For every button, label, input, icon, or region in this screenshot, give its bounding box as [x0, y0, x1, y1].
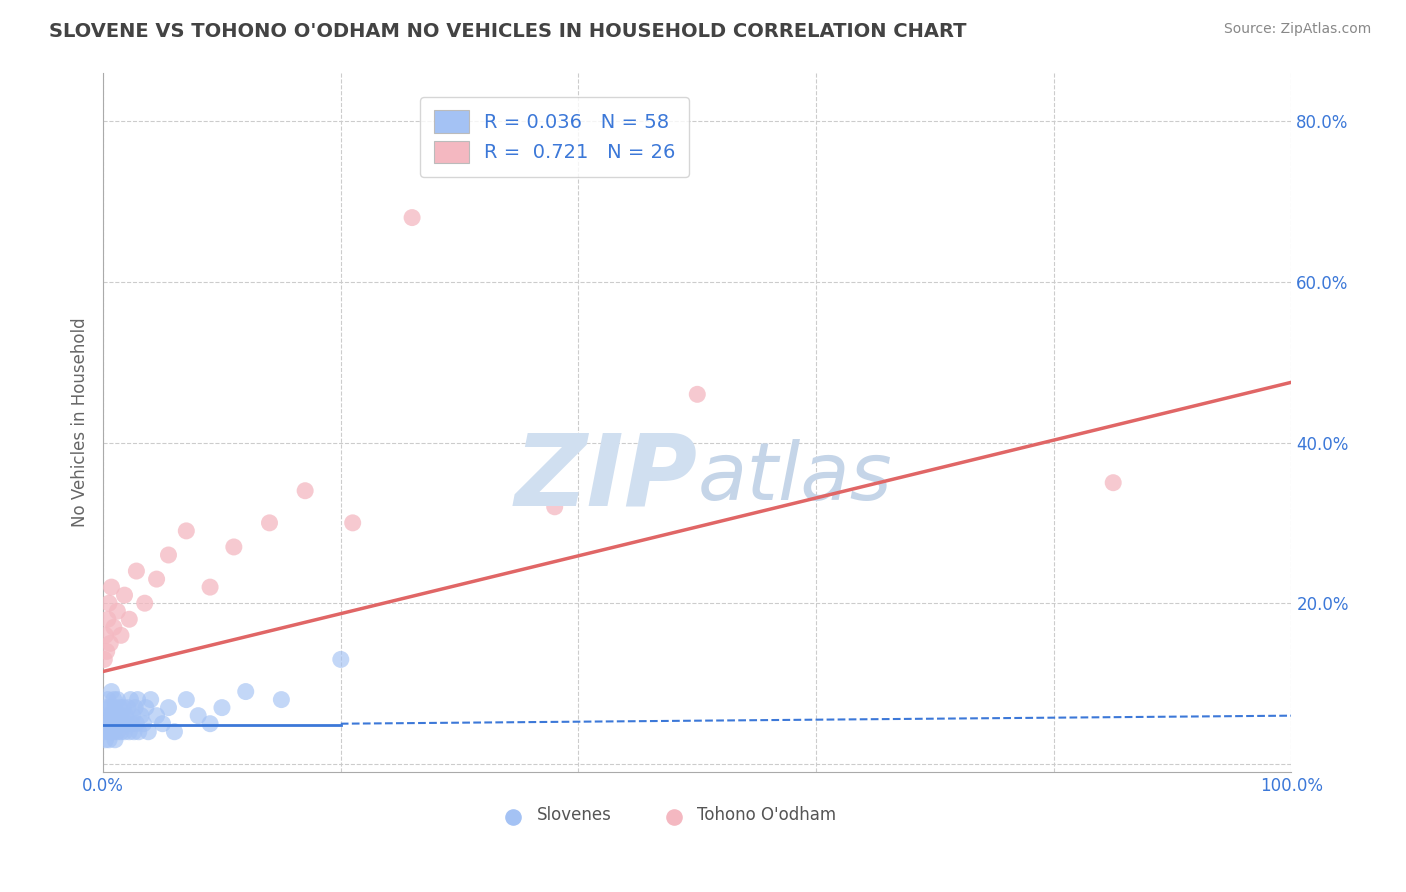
Point: [97, 692, 120, 706]
Point: [98, 636, 121, 650]
Point: [104, 732, 127, 747]
Point: [342, 516, 364, 530]
Point: [93, 724, 115, 739]
Point: [122, 724, 145, 739]
Point: [97, 724, 120, 739]
Point: [103, 692, 125, 706]
Point: [96, 700, 118, 714]
Point: [211, 700, 233, 714]
Point: [152, 716, 174, 731]
Point: [157, 700, 180, 714]
Point: [125, 716, 148, 731]
Point: [127, 692, 149, 706]
Point: [136, 724, 159, 739]
Point: [124, 700, 146, 714]
Point: [105, 708, 128, 723]
Point: [121, 716, 143, 731]
Text: Slovenes: Slovenes: [537, 806, 612, 824]
Point: [96, 716, 118, 731]
Point: [187, 708, 209, 723]
Point: [686, 387, 709, 401]
Point: [105, 724, 128, 739]
Text: Tohono O'odham: Tohono O'odham: [697, 806, 837, 824]
Point: [115, 716, 138, 731]
Point: [135, 700, 157, 714]
Point: [103, 620, 125, 634]
Point: [129, 708, 152, 723]
Point: [157, 548, 180, 562]
Point: [101, 716, 124, 731]
Point: [100, 724, 122, 739]
Point: [103, 724, 125, 739]
Point: [132, 716, 155, 731]
Y-axis label: No Vehicles in Household: No Vehicles in Household: [72, 318, 89, 527]
Point: [108, 700, 131, 714]
Point: [235, 684, 257, 698]
Point: [662, 809, 685, 823]
Point: [101, 708, 124, 723]
Point: [114, 588, 136, 602]
Point: [98, 700, 121, 714]
Point: [294, 483, 316, 498]
Point: [98, 732, 121, 747]
Point: [96, 644, 118, 658]
Point: [139, 692, 162, 706]
Point: [120, 692, 142, 706]
Point: [114, 724, 136, 739]
Point: [329, 652, 352, 666]
Point: [112, 700, 135, 714]
Point: [259, 516, 281, 530]
Point: [270, 692, 292, 706]
Point: [94, 708, 117, 723]
Point: [145, 572, 167, 586]
Point: [110, 724, 132, 739]
Point: [97, 612, 120, 626]
Point: [100, 684, 122, 698]
Point: [105, 716, 128, 731]
Point: [110, 708, 132, 723]
Legend: R = 0.036   N = 58, R =  0.721   N = 26: R = 0.036 N = 58, R = 0.721 N = 26: [420, 96, 689, 177]
Point: [1102, 475, 1125, 490]
Text: atlas: atlas: [697, 440, 891, 517]
Point: [121, 708, 143, 723]
Point: [107, 716, 129, 731]
Point: [94, 628, 117, 642]
Point: [222, 540, 245, 554]
Point: [163, 724, 186, 739]
Point: [118, 724, 141, 739]
Point: [105, 692, 128, 706]
Point: [105, 604, 128, 618]
Point: [111, 716, 134, 731]
Point: [176, 692, 198, 706]
Point: [125, 564, 148, 578]
Point: [98, 708, 121, 723]
Point: [93, 652, 115, 666]
Point: [117, 700, 139, 714]
Point: [145, 708, 167, 723]
Point: [118, 612, 141, 626]
Point: [198, 580, 221, 594]
Point: [134, 596, 156, 610]
Point: [110, 628, 132, 642]
Point: [401, 211, 423, 225]
Point: [544, 500, 567, 514]
Point: [98, 596, 121, 610]
Text: ZIP: ZIP: [515, 430, 697, 527]
Point: [98, 716, 121, 731]
Point: [502, 809, 524, 823]
Point: [100, 580, 122, 594]
Point: [94, 732, 117, 747]
Point: [104, 700, 127, 714]
Point: [198, 716, 221, 731]
Point: [176, 524, 198, 538]
Point: [114, 708, 136, 723]
Text: SLOVENE VS TOHONO O'ODHAM NO VEHICLES IN HOUSEHOLD CORRELATION CHART: SLOVENE VS TOHONO O'ODHAM NO VEHICLES IN…: [49, 22, 967, 41]
Point: [128, 724, 150, 739]
Text: Source: ZipAtlas.com: Source: ZipAtlas.com: [1223, 22, 1371, 37]
